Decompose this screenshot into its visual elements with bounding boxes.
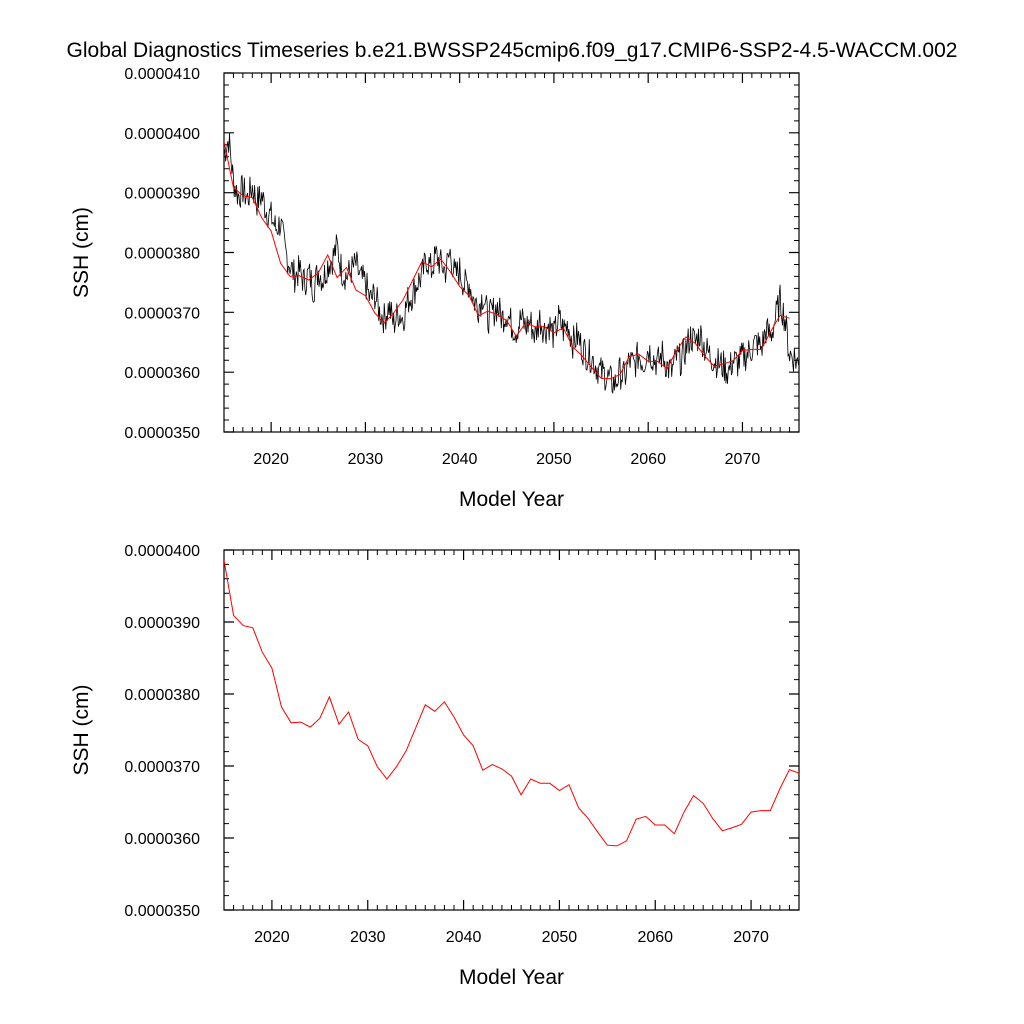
y-tick-label: 0.0000380 xyxy=(124,687,200,704)
x-tick-label: 2050 xyxy=(542,929,578,946)
x-tick-label: 2070 xyxy=(725,451,761,468)
x-tick-label: 2040 xyxy=(446,929,482,946)
monthly-series-line xyxy=(224,133,799,394)
x-axis-label: Model Year xyxy=(459,966,564,989)
y-axis-label: SSH (cm) xyxy=(70,207,93,298)
x-tick-label: 2060 xyxy=(630,451,666,468)
plot-frame xyxy=(223,72,800,433)
figure-title: Global Diagnostics Timeseries b.e21.BWSS… xyxy=(67,39,958,62)
y-tick-label: 0.0000400 xyxy=(124,126,200,143)
x-tick-label: 2040 xyxy=(442,451,478,468)
x-tick-label: 2020 xyxy=(253,451,289,468)
y-tick-label: 0.0000370 xyxy=(124,759,200,776)
top-timeseries-panel: 2020 2030 2040 2050 2060 2070 0.0000350 0.00003… xyxy=(70,66,800,511)
minor-ticks xyxy=(223,73,800,432)
y-tick-label: 0.0000360 xyxy=(124,365,200,382)
x-tick-label: 2030 xyxy=(348,451,384,468)
x-tick-label: 2050 xyxy=(536,451,572,468)
y-tick-label: 0.0000360 xyxy=(124,831,200,848)
y-tick-label: 0.0000380 xyxy=(124,246,200,263)
y-tick-label: 0.0000400 xyxy=(124,543,200,560)
y-tick-label: 0.0000390 xyxy=(124,186,200,203)
y-tick-label: 0.0000350 xyxy=(124,903,200,920)
y-tick-label: 0.0000390 xyxy=(124,615,200,632)
x-tick-label: 2030 xyxy=(350,929,386,946)
x-tick-label: 2070 xyxy=(733,929,769,946)
annual-series-line xyxy=(224,560,799,847)
bottom-timeseries-panel: 2020 2030 2040 2050 2060 2070 0.0000350 0.00003… xyxy=(70,543,800,989)
x-tick-label: 2060 xyxy=(637,929,673,946)
x-tick-label: 2020 xyxy=(254,929,290,946)
x-axis-label: Model Year xyxy=(459,488,564,511)
y-tick-label: 0.0000410 xyxy=(124,66,200,83)
annual-series-line xyxy=(224,141,790,380)
y-axis-label: SSH (cm) xyxy=(70,685,93,776)
y-tick-label: 0.0000350 xyxy=(124,425,200,442)
y-tick-label: 0.0000370 xyxy=(124,305,200,322)
minor-ticks xyxy=(223,550,800,910)
plot-frame xyxy=(223,549,800,911)
